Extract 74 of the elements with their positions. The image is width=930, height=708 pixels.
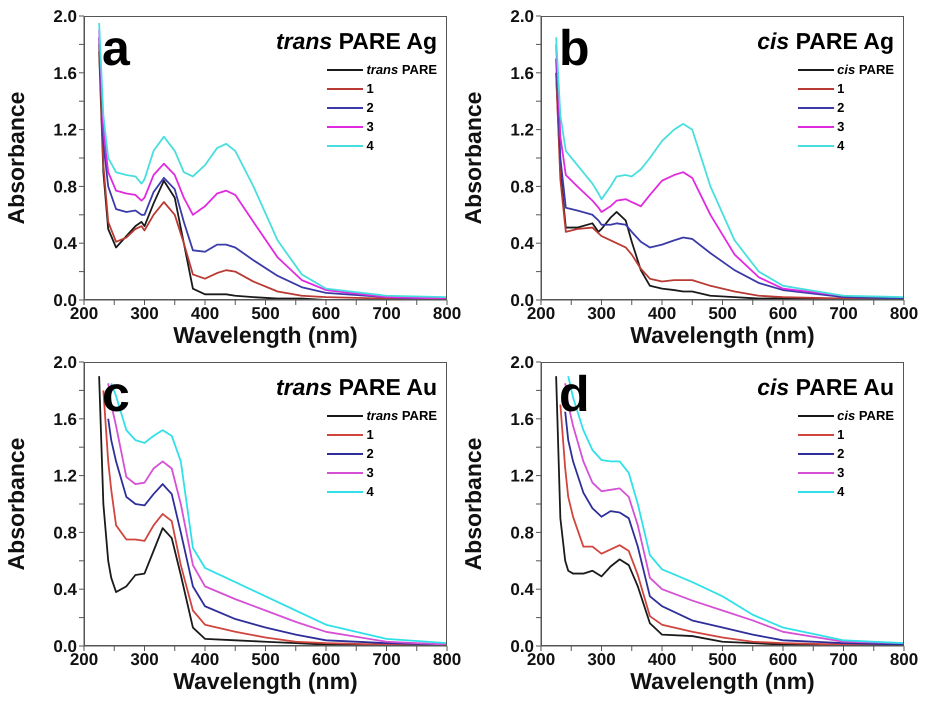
- legend-label: cis PARE: [837, 61, 894, 79]
- x-tick-label: 300: [130, 650, 159, 670]
- text: cis PARE Ag: [757, 28, 894, 55]
- x-tick-label: 500: [251, 304, 280, 324]
- legend-label: 3: [366, 118, 374, 136]
- x-tick-label: 300: [130, 304, 159, 324]
- legend-label: 1: [837, 426, 844, 444]
- x-tick-label: 700: [372, 304, 401, 324]
- y-tick-label: 0.8: [53, 523, 77, 542]
- legend-label: 2: [837, 445, 844, 463]
- legend-label: trans PARE: [366, 61, 437, 79]
- text: cis PARE Au: [757, 374, 894, 401]
- x-tick-label: 500: [708, 304, 737, 324]
- x-tick-label: 400: [190, 650, 220, 670]
- y-tick-label: 0.4: [510, 580, 535, 600]
- y-tick-label: 1.6: [510, 410, 534, 429]
- y-tick-label: 1.2: [53, 120, 77, 140]
- annotation: a: [102, 19, 130, 78]
- x-tick-label: 800: [890, 304, 918, 324]
- x-tick-label: 300: [587, 304, 616, 324]
- x-tick-label: 700: [829, 650, 858, 670]
- legend-label: 4: [366, 137, 374, 155]
- y-tick-label: 0.4: [53, 580, 78, 600]
- x-tick-label: 800: [432, 304, 462, 324]
- x-tick-label: 400: [648, 304, 676, 324]
- y-tick-label: 2.0: [510, 353, 534, 372]
- y-tick-label: 0.4: [53, 234, 78, 254]
- y-tick-label: 0.8: [510, 177, 534, 196]
- y-tick-label: 1.2: [510, 466, 534, 486]
- y-tick-label: 1.2: [510, 120, 534, 140]
- legend-label: 4: [837, 137, 844, 155]
- x-tick-label: 400: [648, 650, 676, 670]
- legend-label: 1: [837, 80, 844, 98]
- x-axis-title: Wavelength (nm): [629, 322, 816, 349]
- y-tick-label: 2.0: [53, 353, 77, 372]
- x-tick-label: 500: [251, 650, 280, 670]
- legend-label: 3: [366, 464, 374, 482]
- x-axis-title: Wavelength (nm): [172, 322, 359, 349]
- legend-label: 2: [837, 99, 844, 117]
- text: trans PARE Ag: [276, 28, 437, 55]
- x-tick-label: 500: [708, 650, 737, 670]
- y-tick-label: 2.0: [510, 7, 534, 26]
- x-tick-label: 600: [312, 650, 340, 670]
- x-axis-title: Wavelength (nm): [629, 668, 816, 695]
- x-tick-label: 600: [768, 650, 798, 670]
- y-tick-label: 1.6: [510, 64, 534, 83]
- y-tick-label: 1.6: [53, 64, 77, 83]
- legend-label: 3: [837, 118, 844, 136]
- x-tick-label: 700: [829, 304, 858, 324]
- y-tick-label: 2.0: [53, 7, 77, 26]
- y-tick-label: 1.6: [53, 410, 77, 429]
- text: trans PARE Au: [276, 374, 437, 401]
- x-tick-label: 800: [890, 650, 918, 670]
- x-tick-label: 400: [190, 304, 220, 324]
- legend-label: 4: [366, 483, 374, 501]
- legend-label: 3: [837, 464, 844, 482]
- y-tick-label: 0.8: [53, 177, 77, 196]
- legend-label: cis PARE: [837, 407, 894, 425]
- y-tick-label: 0.8: [510, 523, 534, 542]
- legend-label: 1: [366, 426, 374, 444]
- legend-label: 1: [366, 80, 374, 98]
- legend-label: 4: [837, 483, 844, 501]
- legend-label: 2: [366, 99, 374, 117]
- x-tick-label: 300: [587, 650, 616, 670]
- y-tick-label: 1.2: [53, 466, 77, 486]
- legend-label: 2: [366, 445, 374, 463]
- x-tick-label: 800: [432, 650, 462, 670]
- x-axis-title: Wavelength (nm): [172, 668, 359, 695]
- legend-label: trans PARE: [366, 407, 437, 425]
- x-tick-label: 700: [372, 650, 401, 670]
- x-tick-label: 600: [312, 304, 340, 324]
- x-tick-label: 600: [768, 304, 798, 324]
- y-tick-label: 0.4: [510, 234, 535, 254]
- annotation: b: [559, 19, 590, 78]
